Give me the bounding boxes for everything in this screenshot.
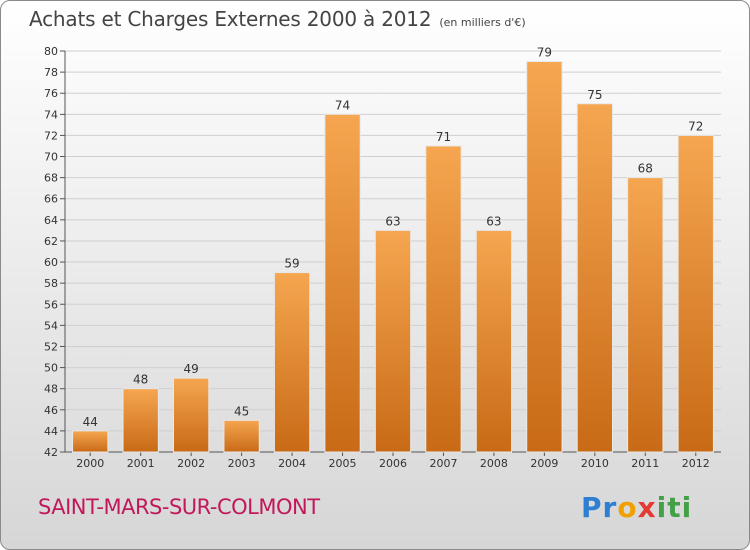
bar (374, 229, 412, 453)
bar-value-label: 72 (688, 119, 703, 133)
y-tick-label: 48 (44, 383, 58, 396)
bar-value-label: 63 (385, 214, 400, 228)
y-tick-label: 64 (44, 214, 58, 227)
y-tick-label: 54 (44, 319, 58, 332)
y-tick-label: 62 (44, 235, 58, 248)
bar-value-label: 79 (537, 46, 552, 60)
x-tick-label: 2001 (127, 457, 155, 470)
x-tick-label: 2004 (278, 457, 306, 470)
chart-subtitle: (en milliers d'€) (439, 16, 526, 29)
bars (72, 61, 714, 453)
y-tick-label: 44 (44, 425, 58, 438)
bar-value-label: 45 (234, 404, 249, 418)
y-tick-label: 42 (44, 446, 58, 459)
x-tick-label: 2006 (379, 457, 407, 470)
bar-value-label: 63 (486, 214, 501, 228)
x-tick-label: 2007 (429, 457, 457, 470)
bar (425, 145, 462, 453)
bar (273, 272, 311, 453)
proxiti-logo: Proxiti (581, 491, 693, 524)
commune-name: SAINT-MARS-SUR-COLMONT (38, 495, 320, 519)
x-tick-label: 2012 (682, 457, 710, 470)
y-tick-label: 66 (44, 193, 58, 206)
bar (526, 61, 563, 453)
y-tick-label: 74 (44, 108, 58, 121)
bar-value-label: 59 (284, 257, 299, 271)
x-tick-label: 2010 (581, 457, 609, 470)
bar (677, 134, 714, 453)
bar (122, 388, 159, 453)
bar (172, 377, 210, 453)
y-tick-label: 72 (44, 129, 58, 142)
bar-value-label: 71 (436, 130, 451, 144)
y-tick-label: 60 (44, 256, 58, 269)
bar-value-label: 44 (83, 415, 98, 429)
y-tick-label: 78 (44, 66, 58, 79)
x-tick-label: 2009 (530, 457, 558, 470)
bar-value-label: 68 (638, 162, 653, 176)
y-tick-label: 70 (44, 151, 58, 164)
bar (475, 229, 513, 453)
y-tick-label: 76 (44, 87, 58, 100)
x-tick-label: 2005 (329, 457, 357, 470)
labels: 42 44 46 48 50 52 54 56 58 60 62 64 66 68 70 72 74 76 78 80… (44, 45, 710, 470)
chart-title-text: Achats et Charges Externes 2000 à 2012 (29, 7, 432, 31)
y-tick-label: 50 (44, 362, 58, 375)
y-tick-label: 46 (44, 404, 58, 417)
bar (72, 430, 109, 453)
x-tick-label: 2011 (631, 457, 659, 470)
y-tick-label: 56 (44, 298, 58, 311)
bar (223, 419, 260, 453)
y-tick-label: 58 (44, 277, 58, 290)
y-tick-label: 68 (44, 172, 58, 185)
x-tick-label: 2008 (480, 457, 508, 470)
bar-value-label: 75 (587, 88, 602, 102)
bar (576, 103, 614, 453)
bar-value-label: 49 (184, 362, 199, 376)
y-tick-label: 52 (44, 340, 58, 353)
bar (627, 177, 664, 453)
x-tick-label: 2002 (177, 457, 205, 470)
chart-title: Achats et Charges Externes 2000 à 2012 (e… (29, 7, 526, 31)
bar-value-label: 74 (335, 98, 350, 112)
bar (324, 113, 361, 453)
x-tick-label: 2003 (228, 457, 256, 470)
x-tick-label: 2000 (76, 457, 104, 470)
bar-value-label: 48 (133, 373, 148, 387)
y-tick-label: 80 (44, 45, 58, 58)
